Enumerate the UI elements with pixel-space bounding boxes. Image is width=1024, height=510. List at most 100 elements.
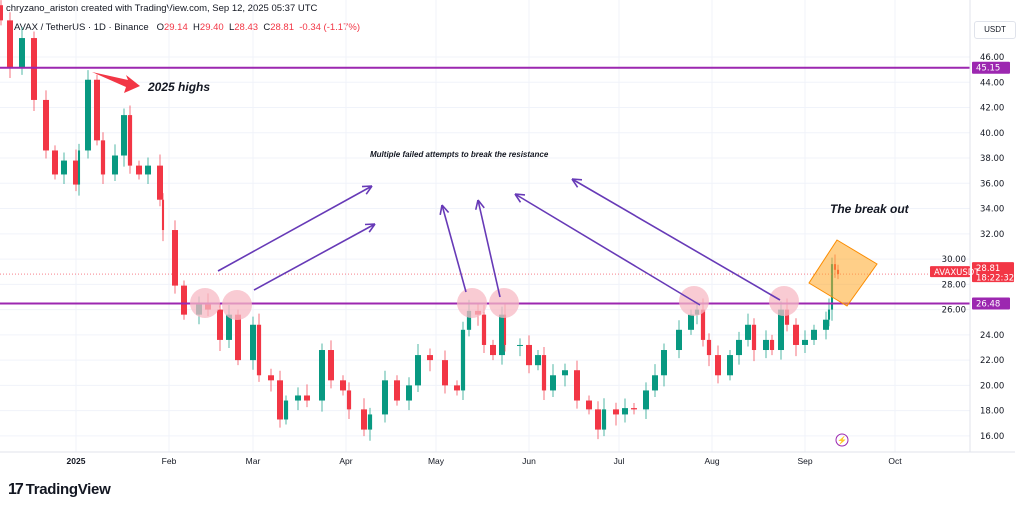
candle-body [481, 314, 487, 345]
resistance-touch-circle [457, 288, 487, 318]
candle-body [235, 314, 241, 361]
candle-body [595, 409, 601, 430]
candle-body [466, 310, 472, 330]
candle-body [328, 350, 334, 381]
close-value: 28.81 [270, 22, 294, 33]
level-badge-mid [972, 297, 1010, 310]
candle-body [94, 79, 100, 141]
level-badge-top [972, 61, 1010, 74]
candle-body [295, 395, 301, 401]
candle-body [490, 344, 496, 356]
candle-body [460, 329, 466, 391]
candle-body [161, 199, 165, 231]
candle-body [19, 38, 25, 69]
candle-body [541, 355, 547, 391]
candle-body [562, 370, 568, 376]
x-tick-label: 2025 [67, 456, 86, 466]
x-tick-label: May [428, 456, 445, 466]
candle-body [715, 355, 721, 376]
arrow-line [571, 178, 781, 301]
tradingview-logo[interactable]: 17 TradingView [8, 481, 111, 499]
ticker-badge-text: AVAXUSDT [934, 268, 980, 278]
candle-body [503, 314, 507, 345]
candle-body [613, 409, 619, 415]
resistance-touch-circle [489, 288, 519, 318]
x-tick-label: Mar [246, 456, 261, 466]
breakout-box [808, 239, 878, 307]
candle-body [172, 230, 178, 286]
candle-body [361, 409, 367, 430]
close-label: C [263, 22, 271, 33]
candle-body [688, 314, 694, 330]
last-price-badge [972, 262, 1014, 283]
candle-body [811, 329, 817, 340]
level-badge-mid-text: 26.48 [976, 300, 1000, 310]
arrow-line [217, 185, 373, 272]
candle-body [0, 5, 3, 21]
arrow-head [514, 193, 522, 203]
candle-body [643, 390, 649, 410]
candle-body [382, 380, 388, 415]
candle-body [778, 309, 784, 351]
symbol-name[interactable]: AVAX / TetherUS · 1D · Binance [14, 22, 149, 33]
candle-body [277, 380, 283, 420]
open-value: 29.14 [163, 22, 188, 33]
arrow-line [441, 204, 467, 293]
candle-body [367, 414, 373, 430]
candle-body [7, 20, 13, 69]
y-tick-label: 28.00 [942, 280, 966, 290]
candle-body [769, 339, 775, 351]
y-tick-label: 26.00 [942, 306, 966, 316]
price-axis: 16.00 18.00 20.00 22.00 24.00 26.00 28.00 30.00… [942, 0, 1004, 452]
lightning-icon [835, 433, 849, 447]
candle-body [454, 385, 460, 391]
candle-body [157, 165, 163, 200]
candle-body [250, 324, 256, 361]
low-value: 28.43 [234, 22, 259, 33]
y-tick-label: 36.00 [980, 179, 1004, 189]
arrow-head [365, 185, 373, 195]
open-label: O [156, 22, 164, 33]
y-tick-label: 40.00 [980, 129, 1004, 139]
y-tick-label: 32.00 [980, 230, 1004, 240]
candle-body [226, 314, 232, 340]
ticker-badge [930, 266, 970, 278]
candle-body [346, 390, 352, 410]
arrow-head [368, 223, 376, 233]
candle-body [763, 339, 769, 351]
candle-body [406, 385, 412, 401]
candle-body [622, 408, 628, 415]
candle-body [823, 319, 829, 330]
y-tick-label: 18.00 [980, 407, 1004, 417]
annotation-2025-highs: 2025 highs [147, 80, 210, 94]
candle-body [526, 344, 532, 366]
candle-body [283, 400, 289, 420]
candle-body [442, 360, 448, 386]
symbol-legend: AVAX / TetherUS · 1D · Binance O29.14 H2… [14, 22, 360, 33]
resistance-touch-circle [190, 288, 220, 318]
x-tick-label: Apr [339, 456, 352, 466]
candle-body [751, 324, 757, 351]
candle-body [181, 285, 187, 315]
candle-body [427, 355, 433, 361]
candle-body [601, 409, 607, 430]
tv-logo-icon: 17 [8, 481, 24, 498]
candle-body [52, 150, 58, 175]
candle-body [631, 408, 637, 410]
y-tick-label: 24.00 [980, 331, 1004, 341]
annotation-breakout: The break out [830, 202, 910, 216]
red-arrow-icon [92, 72, 140, 93]
currency-unit-button[interactable]: USDT [974, 21, 1016, 39]
candle-body [121, 115, 127, 156]
candle-body [304, 395, 310, 401]
candle-body [136, 165, 142, 175]
level-badge-top-text: 45.15 [976, 64, 1000, 74]
candle-body [145, 165, 151, 175]
last-price-badge-text: 18:22:32 [976, 274, 1014, 284]
arrow-head [361, 185, 373, 188]
attribution: chryzano_ariston created with TradingVie… [6, 3, 318, 14]
candle-body [827, 309, 831, 320]
